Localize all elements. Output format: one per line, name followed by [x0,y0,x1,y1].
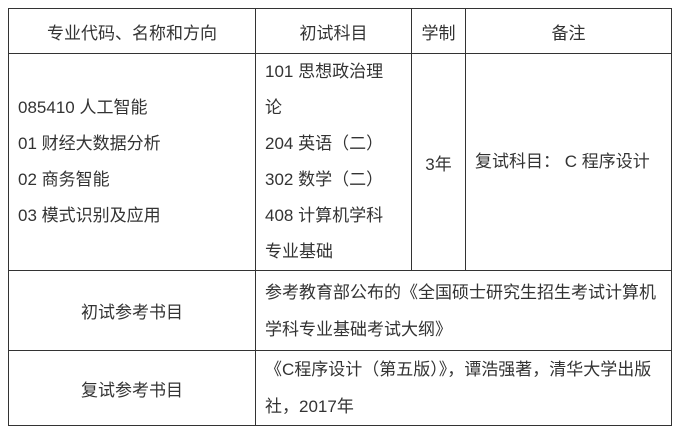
subject-line: 408 计算机学科专业基础 [265,206,384,261]
notes-cell: 复试科目： C 程序设计 [465,53,672,271]
retest-ref-row: 复试参考书目 《C程序设计（第五版）》，谭浩强著，清华大学出版社，2017年 [8,350,672,426]
retest-ref-label: 复试参考书目 [8,350,256,426]
program-row: 085410 人工智能 01 财经大数据分析 02 商务智能 03 模式识别及应… [8,53,672,271]
retest-ref-content: 《C程序设计（第五版）》，谭浩强著，清华大学出版社，2017年 [255,350,672,426]
initial-ref-row: 初试参考书目 参考教育部公布的《全国硕士研究生招生考试计算机学科专业基础考试大纲… [8,270,672,351]
admission-table: 专业代码、名称和方向 初试科目 学制 备注 085410 人工智能 01 财经大… [8,8,672,426]
duration-cell: 3年 [411,53,466,271]
subject-line: 101 思想政治理论 [265,62,384,117]
program-code-line: 085410 人工智能 [18,98,148,117]
header-duration: 学制 [411,8,466,54]
header-notes: 备注 [465,8,672,54]
header-initial-subjects: 初试科目 [255,8,412,54]
program-direction-line: 03 模式识别及应用 [18,206,161,225]
page: 专业代码、名称和方向 初试科目 学制 备注 085410 人工智能 01 财经大… [8,8,672,426]
initial-ref-label: 初试参考书目 [8,270,256,351]
header-program-code: 专业代码、名称和方向 [8,8,256,54]
program-codes-cell: 085410 人工智能 01 财经大数据分析 02 商务智能 03 模式识别及应… [8,53,256,271]
subject-line: 204 英语（二） [265,134,384,153]
program-direction-line: 01 财经大数据分析 [18,134,161,153]
initial-ref-content: 参考教育部公布的《全国硕士研究生招生考试计算机学科专业基础考试大纲》 [255,270,672,351]
subject-line: 302 数学（二） [265,170,384,189]
program-direction-line: 02 商务智能 [18,170,110,189]
initial-subjects-cell: 101 思想政治理论 204 英语（二） 302 数学（二） 408 计算机学科… [255,53,412,271]
header-row: 专业代码、名称和方向 初试科目 学制 备注 [8,8,672,54]
